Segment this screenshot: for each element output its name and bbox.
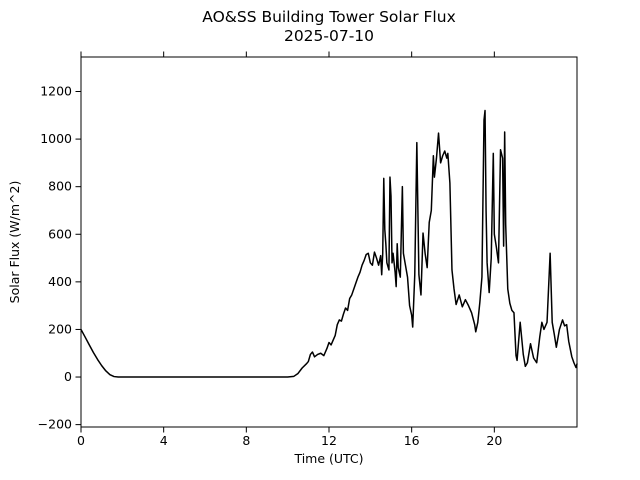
y-axis-label: Solar Flux (W/m^2): [7, 181, 22, 304]
y-tick-label: 1000: [40, 131, 72, 146]
chart-subtitle: 2025-07-10: [284, 27, 374, 45]
flux-line: [80, 109, 578, 378]
y-tick-label: −200: [38, 417, 72, 432]
flux-line-group: [80, 109, 578, 378]
y-tick-label: 0: [64, 369, 72, 384]
axes-frame: [80, 56, 578, 428]
y-tick-label: 600: [48, 226, 72, 241]
x-axis-label: Time (UTC): [293, 451, 363, 466]
y-tick-label: 800: [48, 179, 72, 194]
y-tick-label: 400: [48, 274, 72, 289]
x-tick-label: 20: [486, 433, 502, 448]
x-tick-label: 12: [321, 433, 337, 448]
y-tick-label: 1200: [40, 84, 72, 99]
x-tick-label: 0: [77, 433, 85, 448]
axes-spines: [80, 56, 578, 428]
axes-ticks: 0 4 8 12 16 20 −200 0 200 400 600 800 1000 1200: [38, 51, 502, 448]
chart-title: AO&SS Building Tower Solar Flux: [202, 8, 456, 26]
x-tick-label: 8: [242, 433, 250, 448]
y-tick-label: 200: [48, 321, 72, 336]
x-tick-label: 4: [160, 433, 168, 448]
x-tick-label: 16: [404, 433, 420, 448]
